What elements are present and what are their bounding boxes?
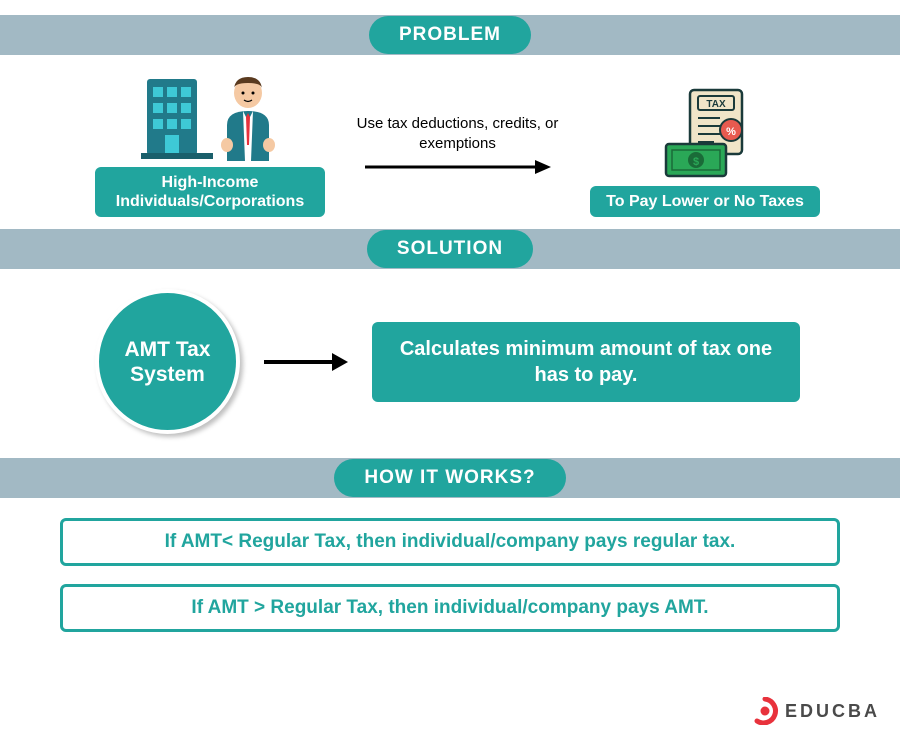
- problem-area: High-Income Individuals/Corporations Use…: [0, 55, 900, 229]
- solution-area: AMT Tax System Calculates minimum amount…: [0, 269, 900, 458]
- svg-text:%: %: [726, 126, 736, 138]
- problem-arrow: Use tax deductions, credits, or exemptio…: [325, 114, 590, 217]
- arrow-label: Use tax deductions, credits, or exemptio…: [325, 114, 590, 153]
- amt-circle: AMT Tax System: [95, 289, 240, 434]
- calc-box: Calculates minimum amount of tax one has…: [372, 322, 800, 402]
- problem-right-group: TAX % $ To Pay Lower or No Taxes: [590, 88, 820, 217]
- svg-text:$: $: [693, 156, 699, 168]
- section-pill-solution: SOLUTION: [367, 230, 533, 268]
- logo-text: EDUCBA: [785, 701, 880, 722]
- tax-money-icon: TAX % $: [660, 88, 750, 180]
- rule-box-2: If AMT > Regular Tax, then individual/co…: [60, 584, 840, 632]
- building-icon: [141, 73, 213, 161]
- logo-icon: [751, 697, 779, 725]
- section-pill-problem: PROBLEM: [369, 16, 531, 54]
- businessman-icon: [217, 73, 279, 161]
- problem-left-group: High-Income Individuals/Corporations: [95, 73, 325, 217]
- arrow-right-icon: [262, 351, 350, 373]
- badge-lower-tax: To Pay Lower or No Taxes: [590, 186, 820, 217]
- badge-high-income: High-Income Individuals/Corporations: [95, 167, 325, 217]
- section-pill-how: HOW IT WORKS?: [334, 459, 565, 497]
- section-bar-solution: SOLUTION: [0, 229, 900, 269]
- arrow-right-icon: [363, 157, 553, 177]
- section-bar-problem: PROBLEM: [0, 15, 900, 55]
- rules-area: If AMT< Regular Tax, then individual/com…: [0, 498, 900, 642]
- section-bar-how: HOW IT WORKS?: [0, 458, 900, 498]
- building-person-icon: [141, 73, 279, 161]
- educba-logo: EDUCBA: [751, 697, 880, 725]
- rule-box-1: If AMT< Regular Tax, then individual/com…: [60, 518, 840, 566]
- svg-text:TAX: TAX: [706, 99, 726, 110]
